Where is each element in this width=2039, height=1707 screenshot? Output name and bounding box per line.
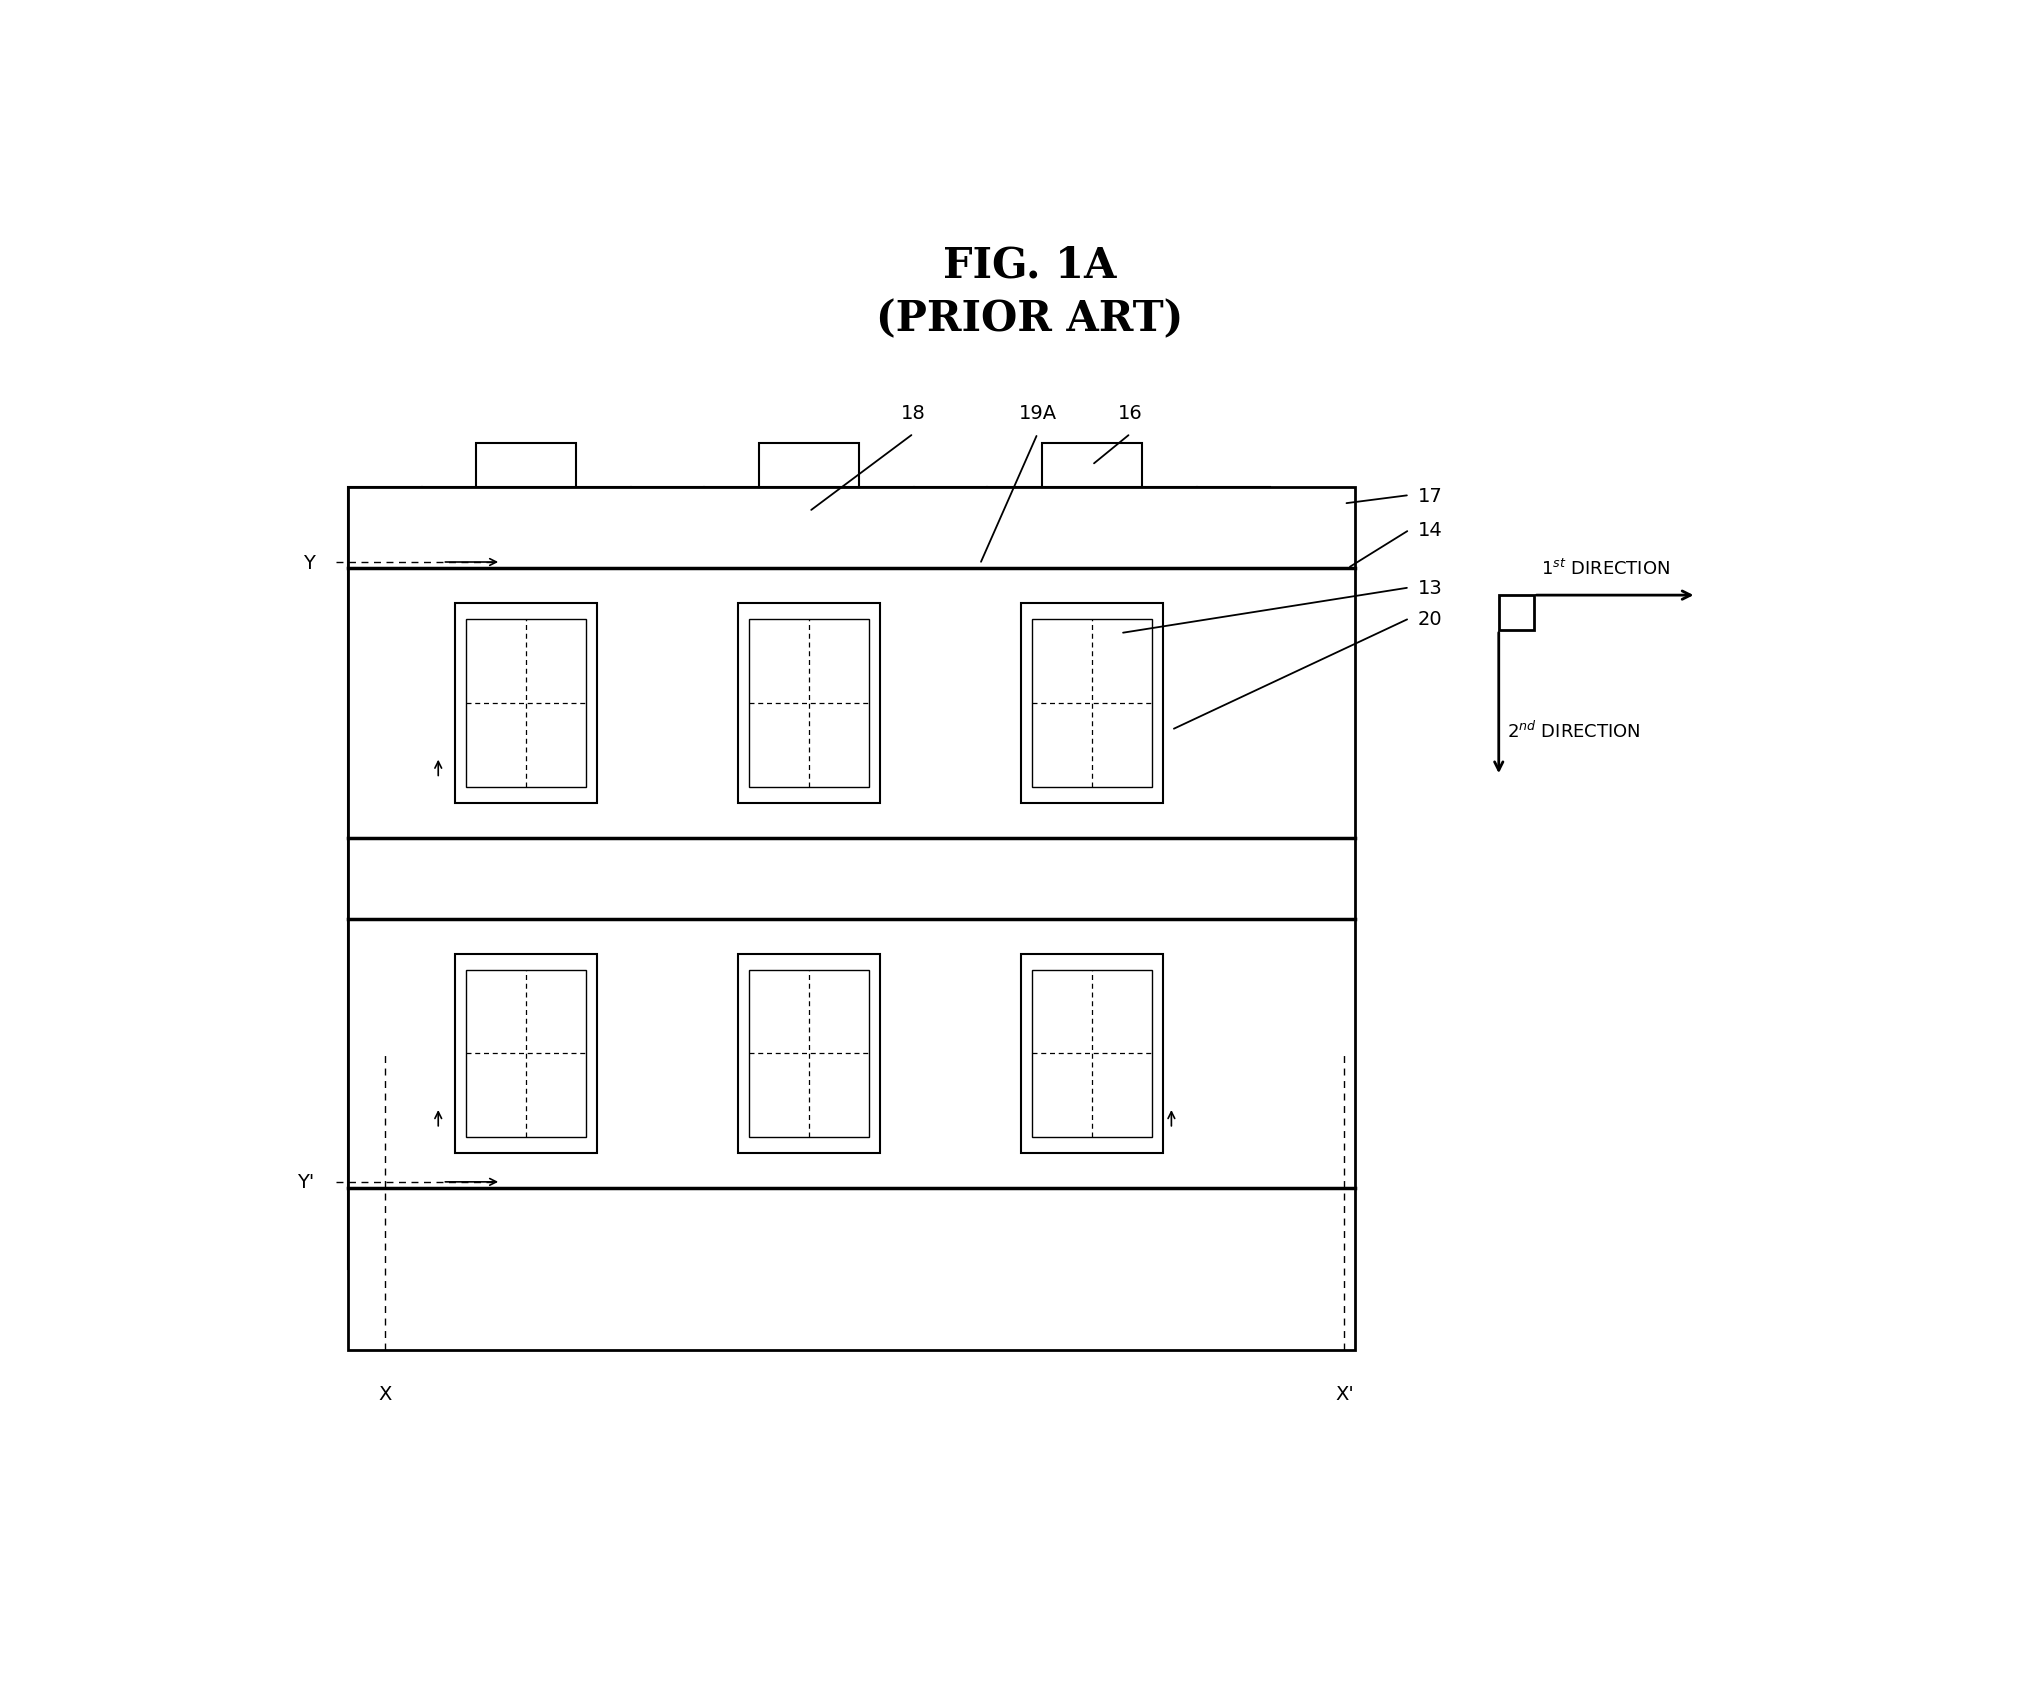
Bar [987, 1188, 1197, 1268]
Bar [987, 488, 1197, 568]
Bar [1042, 444, 1142, 488]
Bar [703, 1188, 913, 1268]
Bar [349, 488, 422, 568]
Bar [759, 444, 858, 488]
Text: FIG. 1A: FIG. 1A [944, 244, 1117, 285]
Bar [630, 488, 703, 568]
Bar [455, 604, 597, 804]
Bar [1022, 604, 1162, 804]
Bar [349, 1188, 422, 1268]
Bar [987, 568, 1197, 838]
Bar [913, 1188, 987, 1268]
Bar [467, 620, 585, 787]
Bar [703, 918, 913, 1188]
Text: 20: 20 [1417, 609, 1442, 628]
Bar [349, 918, 422, 1188]
Bar [630, 918, 703, 1188]
Bar [703, 838, 913, 918]
Bar [630, 1188, 703, 1268]
Text: 14: 14 [1417, 521, 1442, 539]
Text: $1^{st}$ DIRECTION: $1^{st}$ DIRECTION [1541, 558, 1670, 579]
Text: 19A: 19A [1020, 403, 1056, 423]
Text: 17: 17 [1417, 486, 1442, 505]
Bar [987, 918, 1197, 1188]
Bar [1032, 970, 1152, 1137]
Bar [422, 568, 630, 838]
Bar [987, 838, 1197, 918]
Bar [913, 918, 987, 1188]
Text: X': X' [1336, 1384, 1354, 1403]
Bar [913, 838, 987, 918]
Bar [703, 568, 913, 838]
Bar [738, 954, 881, 1154]
Bar [422, 838, 630, 918]
Text: 16: 16 [1117, 403, 1144, 423]
Text: Y': Y' [296, 1173, 314, 1191]
Bar [913, 568, 987, 838]
Bar [748, 970, 869, 1137]
Bar [349, 568, 422, 838]
Bar [748, 620, 869, 787]
Bar [913, 488, 987, 568]
Text: 13: 13 [1417, 579, 1442, 597]
Bar [349, 838, 422, 918]
Bar [738, 604, 881, 804]
Bar [475, 444, 577, 488]
Bar [349, 488, 1356, 1350]
Text: $2^{nd}$ DIRECTION: $2^{nd}$ DIRECTION [1507, 720, 1639, 741]
Bar [422, 1188, 630, 1268]
Bar [422, 488, 630, 568]
Bar [703, 488, 913, 568]
Bar [630, 838, 703, 918]
Bar [1197, 568, 1270, 838]
Bar [1032, 620, 1152, 787]
Bar [467, 970, 585, 1137]
Text: Y: Y [304, 553, 316, 572]
Bar [422, 918, 630, 1188]
Text: 18: 18 [901, 403, 926, 423]
Bar [1197, 918, 1270, 1188]
Bar [1022, 954, 1162, 1154]
Bar [1197, 838, 1270, 918]
Bar [455, 954, 597, 1154]
Bar [630, 568, 703, 838]
Text: (PRIOR ART): (PRIOR ART) [877, 297, 1183, 340]
Bar [1499, 596, 1533, 630]
Bar [1197, 488, 1270, 568]
Text: X: X [377, 1384, 391, 1403]
Bar [1197, 1188, 1270, 1268]
